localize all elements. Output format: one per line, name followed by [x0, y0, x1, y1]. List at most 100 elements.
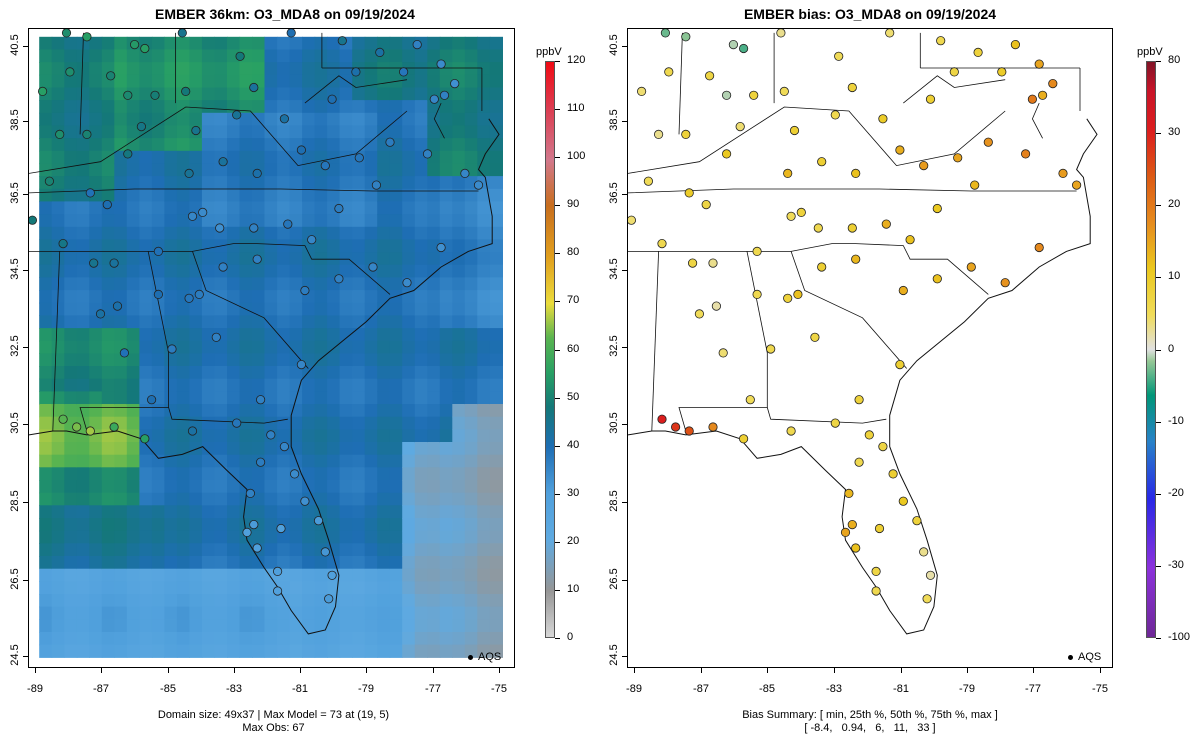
obs-site-marker[interactable]: [136, 122, 147, 132]
bias-site-marker[interactable]: [919, 161, 929, 171]
bias-site-marker[interactable]: [847, 519, 857, 530]
bias-site-marker[interactable]: [922, 594, 932, 604]
obs-site-marker[interactable]: [276, 523, 286, 534]
bias-site-marker[interactable]: [796, 207, 806, 217]
obs-site-marker[interactable]: [95, 309, 106, 319]
bias-site-marker[interactable]: [654, 129, 664, 140]
obs-site-marker[interactable]: [279, 114, 289, 124]
bias-site-marker[interactable]: [925, 94, 936, 104]
bias-site-marker[interactable]: [664, 67, 674, 77]
bias-site-marker[interactable]: [684, 188, 694, 198]
bias-site-marker[interactable]: [895, 359, 905, 370]
bias-site-marker[interactable]: [1058, 168, 1068, 178]
bias-site-marker[interactable]: [851, 168, 861, 178]
bias-site-marker[interactable]: [766, 344, 776, 354]
bias-site-marker[interactable]: [783, 168, 793, 178]
obs-site-marker[interactable]: [327, 94, 337, 104]
bias-site-marker[interactable]: [854, 457, 864, 467]
bias-site-marker[interactable]: [871, 566, 881, 577]
bias-site-marker[interactable]: [851, 543, 861, 553]
bias-site-marker[interactable]: [970, 180, 980, 190]
obs-site-marker[interactable]: [375, 47, 385, 58]
bias-site-marker[interactable]: [813, 223, 823, 233]
obs-site-marker[interactable]: [167, 344, 177, 354]
obs-site-marker[interactable]: [112, 301, 123, 311]
obs-site-marker[interactable]: [327, 570, 337, 580]
obs-site-marker[interactable]: [44, 176, 55, 186]
obs-site-marker[interactable]: [123, 90, 133, 100]
obs-site-marker[interactable]: [232, 110, 242, 120]
obs-site-marker[interactable]: [300, 285, 310, 296]
bias-site-marker[interactable]: [864, 430, 874, 440]
bias-site-marker[interactable]: [854, 395, 864, 405]
obs-site-marker[interactable]: [89, 258, 99, 268]
bias-site-marker[interactable]: [789, 125, 800, 136]
obs-site-marker[interactable]: [187, 211, 198, 221]
obs-site-marker[interactable]: [273, 586, 283, 596]
obs-site-marker[interactable]: [82, 129, 92, 140]
bias-site-marker[interactable]: [637, 86, 647, 97]
obs-site-marker[interactable]: [412, 40, 422, 50]
bias-site-marker[interactable]: [776, 29, 786, 38]
obs-site-marker[interactable]: [211, 332, 221, 342]
obs-site-marker[interactable]: [123, 149, 133, 159]
obs-site-marker[interactable]: [256, 395, 266, 405]
obs-site-marker[interactable]: [194, 289, 204, 299]
obs-site-marker[interactable]: [368, 262, 378, 272]
obs-site-marker[interactable]: [422, 149, 433, 159]
bias-site-marker[interactable]: [657, 239, 667, 249]
obs-site-marker[interactable]: [334, 203, 344, 214]
left-map[interactable]: [29, 29, 515, 668]
bias-site-marker[interactable]: [810, 332, 820, 342]
bias-site-marker[interactable]: [878, 114, 888, 124]
bias-site-marker[interactable]: [628, 215, 636, 225]
bias-site-marker[interactable]: [830, 110, 840, 120]
bias-site-marker[interactable]: [749, 90, 759, 100]
bias-site-marker[interactable]: [718, 348, 728, 358]
obs-site-marker[interactable]: [85, 426, 95, 436]
obs-site-marker[interactable]: [65, 67, 75, 77]
obs-site-marker[interactable]: [218, 157, 228, 167]
bias-site-marker[interactable]: [817, 157, 827, 167]
bias-site-marker[interactable]: [844, 488, 854, 498]
bias-site-marker[interactable]: [1010, 40, 1020, 50]
obs-site-marker[interactable]: [109, 422, 119, 432]
bias-site-marker[interactable]: [739, 434, 749, 444]
obs-site-marker[interactable]: [439, 90, 450, 100]
obs-site-marker[interactable]: [58, 414, 68, 424]
obs-site-marker[interactable]: [29, 215, 37, 225]
bias-site-marker[interactable]: [660, 29, 670, 38]
bias-site-marker[interactable]: [966, 262, 976, 272]
obs-site-marker[interactable]: [61, 29, 72, 38]
obs-site-marker[interactable]: [218, 262, 228, 272]
obs-site-marker[interactable]: [184, 168, 194, 178]
bias-site-marker[interactable]: [670, 422, 681, 432]
bias-site-marker[interactable]: [722, 149, 732, 159]
obs-site-marker[interactable]: [140, 434, 150, 444]
bias-site-marker[interactable]: [684, 426, 694, 436]
obs-site-marker[interactable]: [130, 40, 140, 50]
obs-site-marker[interactable]: [106, 71, 116, 81]
obs-site-marker[interactable]: [147, 395, 157, 405]
bias-site-marker[interactable]: [878, 441, 888, 452]
obs-site-marker[interactable]: [273, 566, 283, 577]
obs-site-marker[interactable]: [242, 527, 252, 537]
bias-site-marker[interactable]: [786, 426, 796, 436]
bias-site-marker[interactable]: [1048, 78, 1058, 89]
obs-site-marker[interactable]: [153, 289, 163, 299]
bias-site-marker[interactable]: [657, 414, 667, 424]
bias-site-marker[interactable]: [1071, 180, 1082, 190]
bias-site-marker[interactable]: [681, 32, 691, 42]
obs-site-marker[interactable]: [55, 129, 65, 140]
bias-site-marker[interactable]: [1020, 149, 1031, 159]
bias-site-marker[interactable]: [687, 258, 698, 268]
obs-site-marker[interactable]: [334, 274, 344, 284]
obs-site-marker[interactable]: [354, 153, 364, 163]
bias-site-marker[interactable]: [643, 176, 654, 186]
bias-site-marker[interactable]: [925, 570, 936, 580]
obs-site-marker[interactable]: [119, 348, 130, 358]
obs-site-marker[interactable]: [279, 441, 289, 452]
bias-site-marker[interactable]: [752, 289, 762, 299]
obs-site-marker[interactable]: [198, 207, 208, 217]
obs-site-marker[interactable]: [473, 180, 484, 190]
